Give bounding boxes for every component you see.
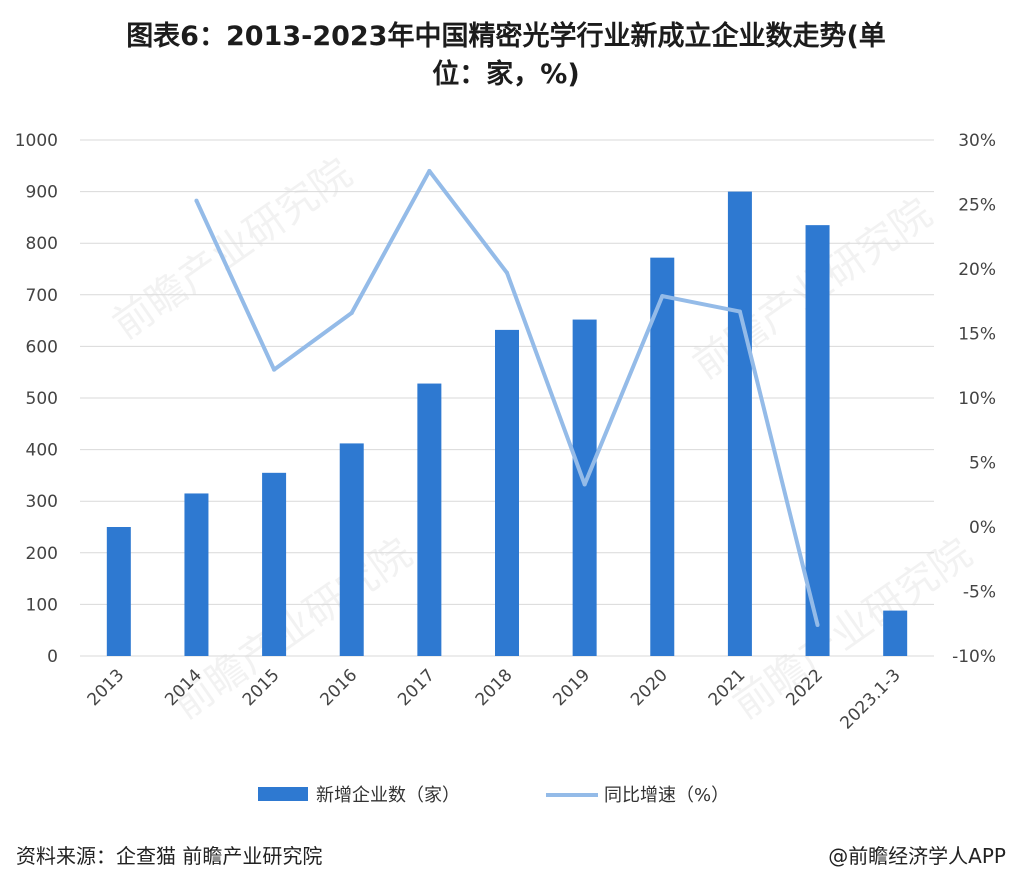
left-tick-label: 200 (26, 544, 58, 564)
bar-2017 (417, 383, 442, 656)
left-axis-ticks: 0 100 200 300 400 500 600 700 800 900 1000 (15, 131, 58, 667)
right-axis-ticks: -10% -5% 0% 5% 10% 15% 20% 25% 30% (952, 131, 996, 667)
bar-2013 (106, 527, 131, 656)
left-tick-label: 700 (26, 286, 58, 306)
left-tick-label: 100 (26, 595, 58, 615)
x-tick-label: 2018 (472, 665, 517, 710)
right-tick-label: 5% (969, 454, 996, 474)
line-point-2019 (582, 482, 587, 487)
right-tick-label: 30% (958, 131, 996, 151)
legend: 新增企业数（家） 同比增速（%） (258, 785, 729, 806)
bar-2014 (184, 493, 209, 656)
x-tick-label: 2013 (84, 665, 129, 710)
bar-series (106, 191, 908, 656)
line-point-2014 (194, 198, 199, 203)
bar-2016 (339, 443, 364, 656)
bar-2018 (495, 329, 519, 656)
line-point-2018 (505, 270, 509, 275)
right-tick-label: 10% (958, 389, 996, 409)
line-point-2015 (272, 367, 277, 372)
watermark-text: 前瞻产业研究院 (105, 150, 361, 348)
line-point-2021 (737, 309, 742, 314)
bar-2020 (650, 257, 675, 656)
watermark-layer: 前瞻产业研究院前瞻产业研究院前瞻产业研究院前瞻产业研究院 (105, 150, 981, 728)
watermark-text: 前瞻产业研究院 (725, 530, 981, 728)
right-tick-label: -5% (963, 583, 996, 603)
bar-2022 (805, 225, 830, 656)
left-tick-label: 0 (47, 647, 58, 667)
bar-2015 (262, 472, 287, 656)
line-point-2022 (815, 623, 820, 628)
x-tick-label: 2016 (317, 665, 362, 710)
right-tick-label: 25% (958, 196, 996, 216)
left-tick-label: 400 (26, 441, 58, 461)
line-point-2017 (427, 168, 432, 173)
left-tick-label: 900 (26, 183, 58, 203)
credit-note: @前瞻经济学人APP (828, 844, 1006, 868)
chart-title-line2: 位：家，%) (432, 59, 580, 90)
right-tick-label: -10% (952, 647, 996, 667)
left-tick-label: 1000 (15, 131, 58, 151)
source-note: 资料来源：企查猫 前瞻产业研究院 (16, 844, 323, 868)
legend-line-label: 同比增速（%） (604, 785, 729, 806)
combo-chart: 前瞻产业研究院前瞻产业研究院前瞻产业研究院前瞻产业研究院 01002003004… (15, 131, 996, 806)
line-series (194, 168, 820, 628)
right-tick-label: 20% (958, 260, 996, 280)
legend-bar-label: 新增企业数（家） (316, 785, 460, 806)
x-tick-label: 2020 (627, 665, 672, 710)
line-point-2016 (349, 310, 354, 315)
x-tick-label: 2019 (549, 665, 594, 710)
right-tick-label: 15% (958, 325, 996, 345)
bar-2019 (572, 319, 597, 656)
x-tick-label: 2023.1-3 (837, 665, 905, 733)
left-tick-label: 300 (26, 492, 58, 512)
bar-2021 (727, 191, 752, 656)
left-tick-label: 600 (26, 337, 58, 357)
bar-2023.1-3 (883, 610, 908, 656)
x-tick-label: 2017 (394, 665, 439, 710)
left-tick-label: 500 (26, 389, 58, 409)
legend-bar-swatch (258, 787, 308, 801)
right-tick-label: 0% (969, 518, 996, 538)
chart-title: 图表6：2013-2023年中国精密光学行业新成立企业数走势(单 位：家，%) (40, 18, 972, 94)
left-tick-label: 800 (26, 234, 58, 254)
line-point-2020 (660, 294, 665, 299)
chart-title-line1: 图表6：2013-2023年中国精密光学行业新成立企业数走势(单 (126, 21, 886, 52)
